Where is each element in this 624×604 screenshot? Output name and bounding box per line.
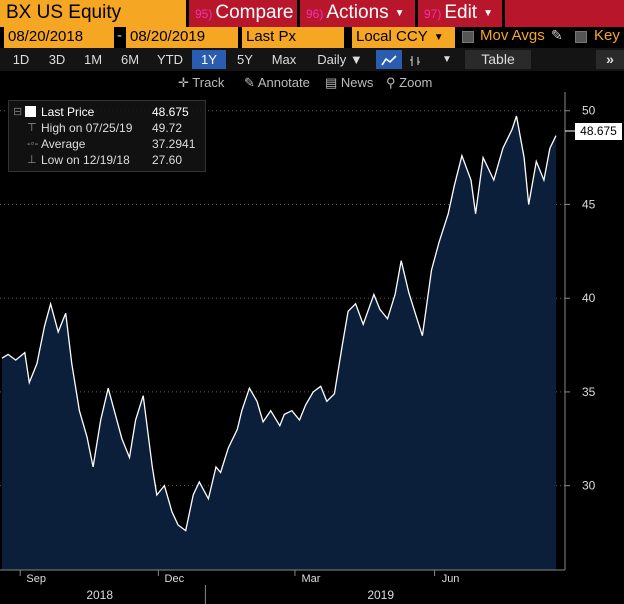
x-year-label: 2019 [367, 588, 394, 602]
field-select[interactable]: Last Px [242, 27, 344, 48]
range-5y[interactable]: 5Y [237, 52, 253, 67]
y-tick-label: 35 [582, 385, 596, 399]
frequency-select[interactable]: Daily ▼ [308, 50, 372, 69]
chevron-down-icon: ▼ [483, 8, 493, 19]
ticker-field[interactable]: BX US Equity [0, 0, 186, 27]
end-date-input[interactable]: 08/20/2019 [126, 27, 238, 48]
actions-num: 96) [306, 7, 324, 21]
chevron-down-icon: ▼ [433, 32, 444, 43]
track-tool[interactable]: ✛ Track [178, 72, 224, 93]
legend-last-value: 48.675 [152, 105, 189, 119]
annotate-label: Annotate [257, 75, 310, 90]
range-1m[interactable]: 1M [83, 52, 103, 67]
chevron-right-icon[interactable]: » [596, 50, 624, 69]
low-marker-icon: ⊥ [27, 154, 37, 166]
start-date-input[interactable]: 08/20/2018 [4, 27, 114, 48]
zoom-label: Zoom [399, 75, 433, 90]
bar-chart-icon[interactable] [404, 50, 426, 69]
header-filler [505, 0, 624, 27]
edit-num: 97) [424, 7, 442, 21]
crosshair-icon: ✛ [178, 75, 189, 90]
date-separator: - [117, 27, 122, 44]
actions-label: Actions [326, 2, 389, 23]
legend-low-value: 27.60 [152, 153, 183, 167]
pencil-icon: ✎ [244, 75, 255, 90]
edit-button[interactable]: 97) Edit ▼ [418, 0, 502, 27]
range-1d[interactable]: 1D [12, 52, 30, 67]
x-tick-label: Mar [301, 573, 320, 585]
average-marker-icon: -◦- [27, 138, 39, 150]
range-3d[interactable]: 3D [48, 52, 66, 67]
y-tick-label: 40 [582, 291, 596, 305]
x-tick-label: Jun [442, 573, 460, 585]
legend-last-label: Last Price [41, 105, 95, 119]
actions-button[interactable]: 96) Actions ▼ [300, 0, 415, 27]
currency-select[interactable]: Local CCY ▼ [352, 27, 455, 48]
x-axis-ticks: Sep Dec Mar Jun 2018 2019 [19, 570, 460, 604]
y-axis-ticks: 30 35 40 45 50 [565, 104, 596, 493]
annotate-tool[interactable]: ✎ Annotate [244, 72, 310, 93]
news-icon: ▤ [325, 75, 338, 90]
legend-avg-row: -◦- Average 37.2941 [9, 136, 207, 152]
chevron-down-icon: ▼ [394, 8, 405, 19]
last-price-tag: 48.675 [575, 123, 622, 140]
compare-label: Compare [215, 2, 294, 23]
range-6m[interactable]: 6M [120, 52, 140, 67]
legend-last-row: ⊟ Last Price 48.675 [9, 104, 207, 120]
chart-type-dropdown[interactable]: ▼ [432, 50, 462, 69]
legend-high-row: ⊤ High on 07/25/19 49.72 [9, 120, 207, 136]
legend-low-label: Low on 12/19/18 [41, 153, 130, 167]
news-label: News [340, 75, 374, 90]
table-button[interactable]: Table [465, 50, 531, 69]
track-label: Track [192, 75, 225, 90]
key-label[interactable]: Key [594, 27, 620, 44]
price-line [1, 115, 557, 532]
x-tick-label: Sep [26, 573, 46, 585]
zoom-tool[interactable]: ⚲ Zoom [386, 72, 432, 93]
x-tick-label: Dec [165, 573, 185, 585]
y-tick-label: 30 [582, 479, 596, 493]
collapse-icon: ⊟ [13, 106, 23, 118]
chevron-down-icon: ▼ [349, 52, 363, 67]
compare-button[interactable]: 95) Compare [189, 0, 297, 27]
range-1y[interactable]: 1Y [192, 50, 226, 69]
x-year-label: 2018 [86, 588, 113, 602]
y-tick-label: 50 [582, 104, 596, 118]
legend-low-row: ⊥ Low on 12/19/18 27.60 [9, 152, 207, 168]
news-tool[interactable]: ▤ News [325, 72, 373, 93]
compare-num: 95) [195, 7, 213, 21]
mov-avgs-checkbox[interactable] [462, 31, 474, 43]
magnifier-icon: ⚲ [386, 75, 396, 90]
legend-avg-label: Average [41, 137, 86, 151]
line-chart-icon[interactable] [376, 50, 402, 69]
legend-high-label: High on 07/25/19 [41, 121, 133, 135]
price-area-fill [2, 116, 556, 570]
frequency-label: Daily [317, 52, 347, 67]
edit-label: Edit [444, 2, 478, 23]
series-swatch [25, 106, 36, 117]
legend-avg-value: 37.2941 [152, 137, 196, 151]
key-checkbox[interactable] [575, 31, 587, 43]
y-tick-label: 45 [582, 197, 596, 211]
legend-high-value: 49.72 [152, 121, 183, 135]
mov-avgs-label[interactable]: Mov Avgs [480, 27, 545, 44]
chart-legend[interactable]: ⊟ Last Price 48.675 ⊤ High on 07/25/19 4… [8, 100, 206, 172]
pencil-icon[interactable]: ✎ [551, 27, 563, 43]
range-ytd[interactable]: YTD [157, 52, 183, 67]
chevron-down-icon: ▼ [442, 54, 452, 65]
high-marker-icon: ⊤ [27, 122, 37, 134]
range-max[interactable]: Max [271, 52, 297, 67]
currency-label: Local CCY [356, 28, 428, 45]
